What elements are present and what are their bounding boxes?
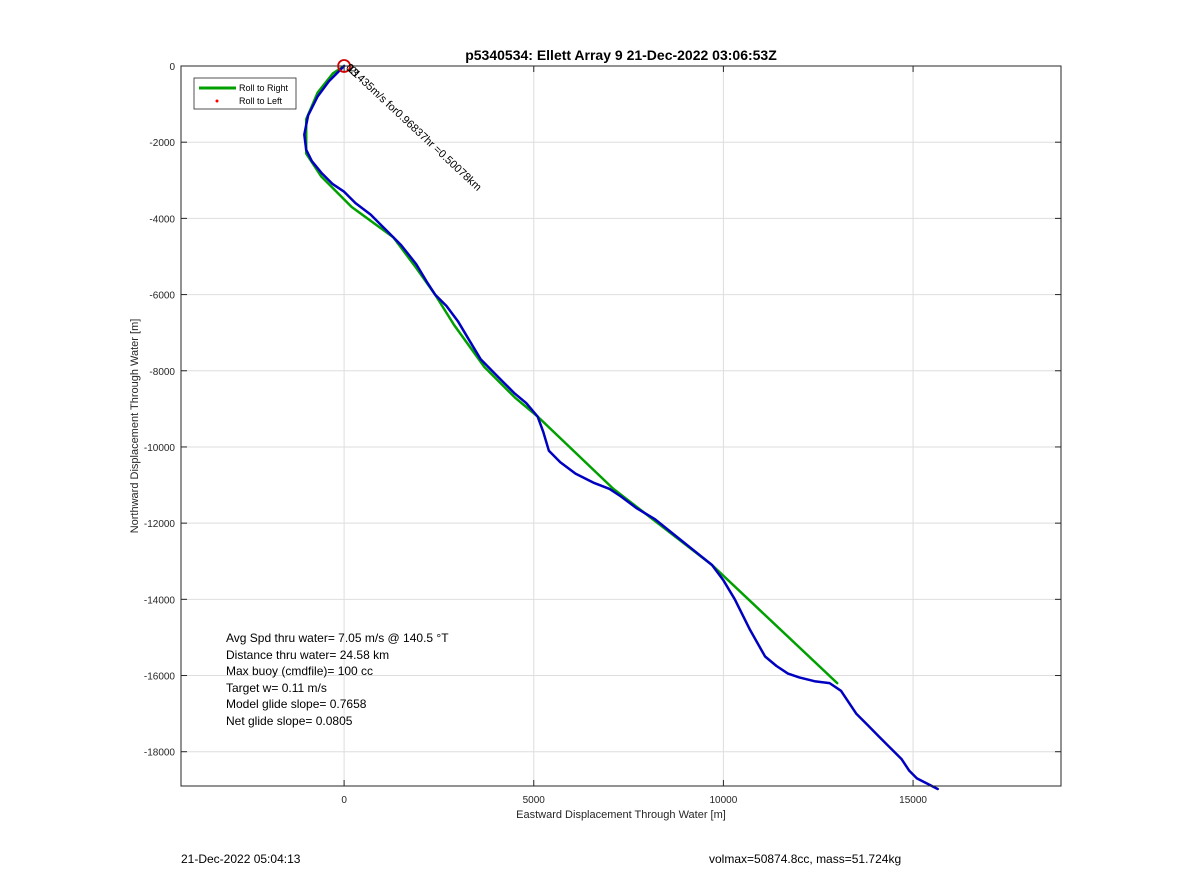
x-tick-label: 15000	[899, 795, 927, 806]
x-tick-label: 10000	[710, 795, 738, 806]
footer-timestamp: 21-Dec-2022 05:04:13	[181, 852, 301, 866]
legend: Roll to Right Roll to Left	[193, 77, 297, 110]
start-marker	[337, 59, 352, 73]
x-tick-label: 0	[341, 795, 347, 806]
stat-avg-speed: Avg Spd thru water= 7.05 m/s @ 140.5 °T	[226, 631, 449, 645]
y-tick-label: -18000	[144, 748, 176, 759]
footer-volmax-mass: volmax=50874.8cc, mass=51.724kg	[709, 852, 902, 866]
x-tick-label: 5000	[523, 795, 546, 806]
ticks: 0 5000 10000 15000 0 -2000 -4000 -6000 -8000 -100…	[144, 62, 1061, 806]
y-axis-label: Northward Displacement Through Water [m]	[129, 319, 141, 534]
stats-panel: Avg Spd thru water= 7.05 m/s @ 140.5 °T …	[226, 630, 449, 730]
legend-label-roll-left: Roll to Left	[239, 96, 283, 106]
stat-target-w: Target w= 0.11 m/s	[226, 680, 327, 695]
stat-distance: Distance thru water= 24.58 km	[226, 647, 390, 662]
series-layer	[303, 64, 939, 791]
series-line-track	[303, 64, 939, 791]
legend-box	[193, 77, 297, 110]
legend-swatch-roll-left	[215, 99, 219, 103]
series-line-roll-to-right	[304, 64, 839, 685]
x-axis-label: Eastward Displacement Through Water [m]	[516, 809, 726, 821]
stat-model-glide: Model glide slope= 0.7658	[226, 697, 367, 712]
y-tick-label: -4000	[149, 214, 175, 225]
y-tick-label: -12000	[144, 519, 176, 530]
speed-annotation: 0.1435m/s for0.96837hr =0.50078km	[343, 62, 483, 194]
y-tick-label: -14000	[144, 595, 176, 606]
axes-box	[180, 65, 1062, 787]
y-tick-label: -10000	[144, 443, 176, 454]
y-tick-label: -16000	[144, 672, 176, 683]
stat-net-glide: Net glide slope= 0.0805	[226, 713, 353, 728]
y-tick-label: -8000	[149, 367, 175, 378]
stat-max-buoy: Max buoy (cmdfile)= 100 cc	[226, 664, 374, 679]
y-tick-label: -6000	[149, 291, 175, 302]
legend-label-roll-right: Roll to Right	[239, 83, 289, 93]
chart-title: p5340534: Ellett Array 9 21-Dec-2022 03:…	[465, 47, 777, 63]
y-tick-label: -2000	[149, 138, 175, 149]
y-tick-label: 0	[169, 62, 175, 73]
